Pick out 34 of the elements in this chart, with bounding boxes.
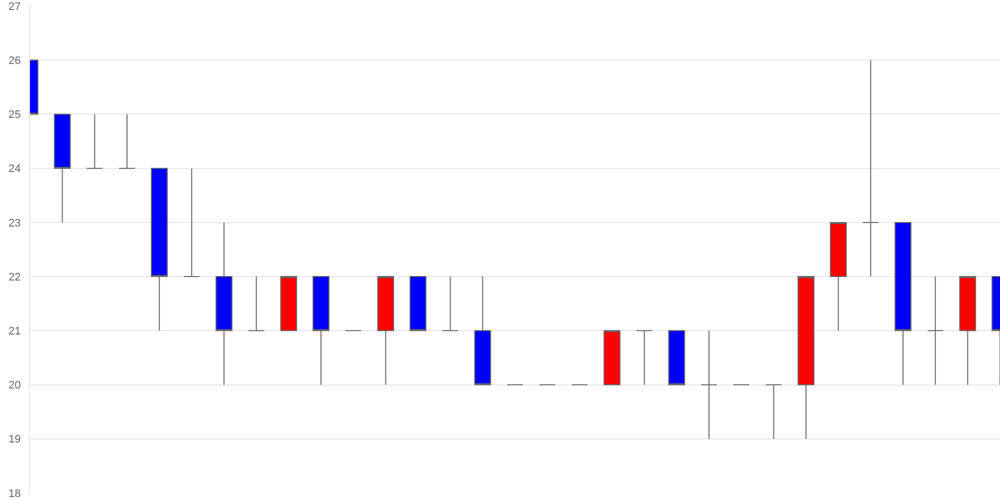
candlestick: [54, 114, 71, 223]
candlestick: [474, 276, 492, 386]
candlestick: [636, 330, 653, 386]
y-tick-label: 26: [8, 54, 21, 67]
candlestick: [248, 276, 265, 332]
candlestick: [150, 168, 168, 332]
candlestick: [700, 330, 718, 440]
candlestick: [312, 276, 330, 386]
candlestick: [959, 276, 976, 386]
candlestick: [765, 384, 782, 440]
candlestick: [86, 114, 104, 169]
y-tick-label: 25: [8, 109, 21, 122]
y-tick-label: 24: [8, 163, 21, 176]
candlestick: [442, 276, 459, 332]
y-tick-label: 22: [8, 271, 21, 284]
candlestick: [216, 222, 232, 386]
candlestick: [410, 276, 426, 332]
candlestick: [798, 276, 814, 440]
candlestick: [830, 222, 847, 332]
y-tick-label: 21: [8, 326, 21, 338]
candlestick: [280, 276, 298, 332]
candlestick: [668, 330, 686, 386]
y-tick-label: 19: [8, 434, 21, 446]
candlestick: [862, 60, 880, 278]
candlestick: [118, 114, 136, 169]
candlestick: [183, 168, 200, 278]
candlestick: [604, 330, 620, 386]
y-tick-label: 20: [8, 380, 21, 392]
y-tick-label: 18: [8, 488, 21, 500]
candlestick: [926, 276, 944, 386]
candlestick: [377, 276, 394, 386]
y-tick-label: 27: [8, 0, 21, 13]
candlestick: [894, 222, 912, 386]
y-tick-label: 23: [8, 217, 21, 230]
